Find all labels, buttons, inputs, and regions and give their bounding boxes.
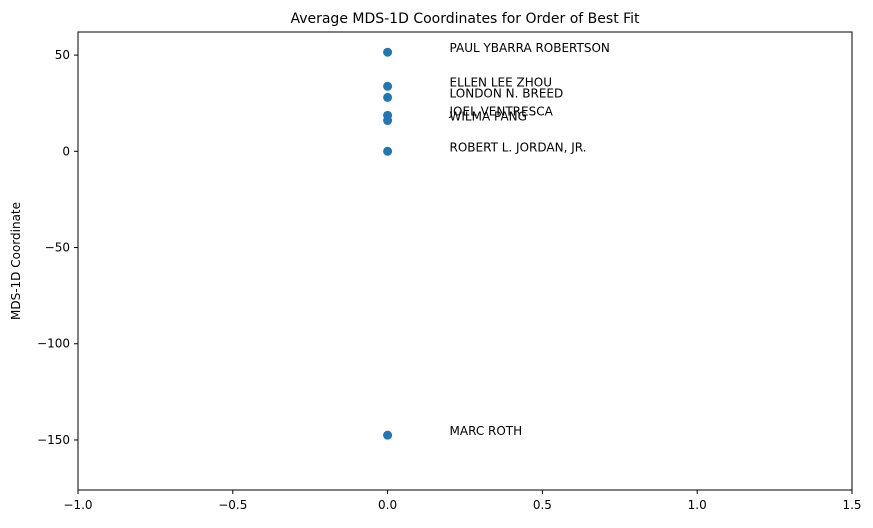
point-label: MARC ROTH: [450, 424, 523, 438]
y-tick-label: 50: [55, 48, 70, 62]
point-labels: PAUL YBARRA ROBERTSON ELLEN LEE ZHOULONDO…: [449, 41, 610, 438]
point-label: JOEL VENTRESCA: [449, 104, 554, 118]
chart-title: Average MDS-1D Coordinates for Order of …: [290, 11, 640, 27]
data-point: [383, 47, 393, 57]
point-label: LONDON N. BREED: [450, 86, 564, 100]
x-tick-label: 1.0: [688, 498, 707, 512]
point-label: WILMA PANG: [450, 110, 527, 124]
data-point: [383, 430, 393, 440]
plot-frame: [77, 31, 853, 491]
data-points: [383, 47, 393, 440]
x-tick-label: −1.0: [63, 498, 92, 512]
point-label: ELLEN LEE ZHOU: [450, 75, 552, 89]
data-point: [383, 116, 393, 126]
point-label: PAUL YBARRA ROBERTSON: [450, 41, 610, 55]
y-axis-label: MDS-1D Coordinate: [9, 202, 23, 320]
y-tick-label: −100: [37, 337, 70, 351]
x-tick-label: 0.5: [533, 498, 552, 512]
axis-ticks: −1.0 −0.5 0.0 0.5 1.0 1.5 50 0 −50 −100 −150: [37, 48, 862, 512]
y-tick-label: −50: [45, 241, 70, 255]
x-tick-label: 1.5: [842, 498, 861, 512]
y-tick-label: −150: [37, 433, 70, 447]
point-label: ROBERT L. JORDAN, JR.: [450, 140, 587, 154]
x-tick-label: −0.5: [218, 498, 247, 512]
x-tick-label: 0.0: [378, 498, 397, 512]
data-point: [383, 81, 393, 91]
data-point: [383, 146, 393, 156]
data-point: [383, 92, 393, 102]
y-tick-label: 0: [62, 144, 70, 158]
